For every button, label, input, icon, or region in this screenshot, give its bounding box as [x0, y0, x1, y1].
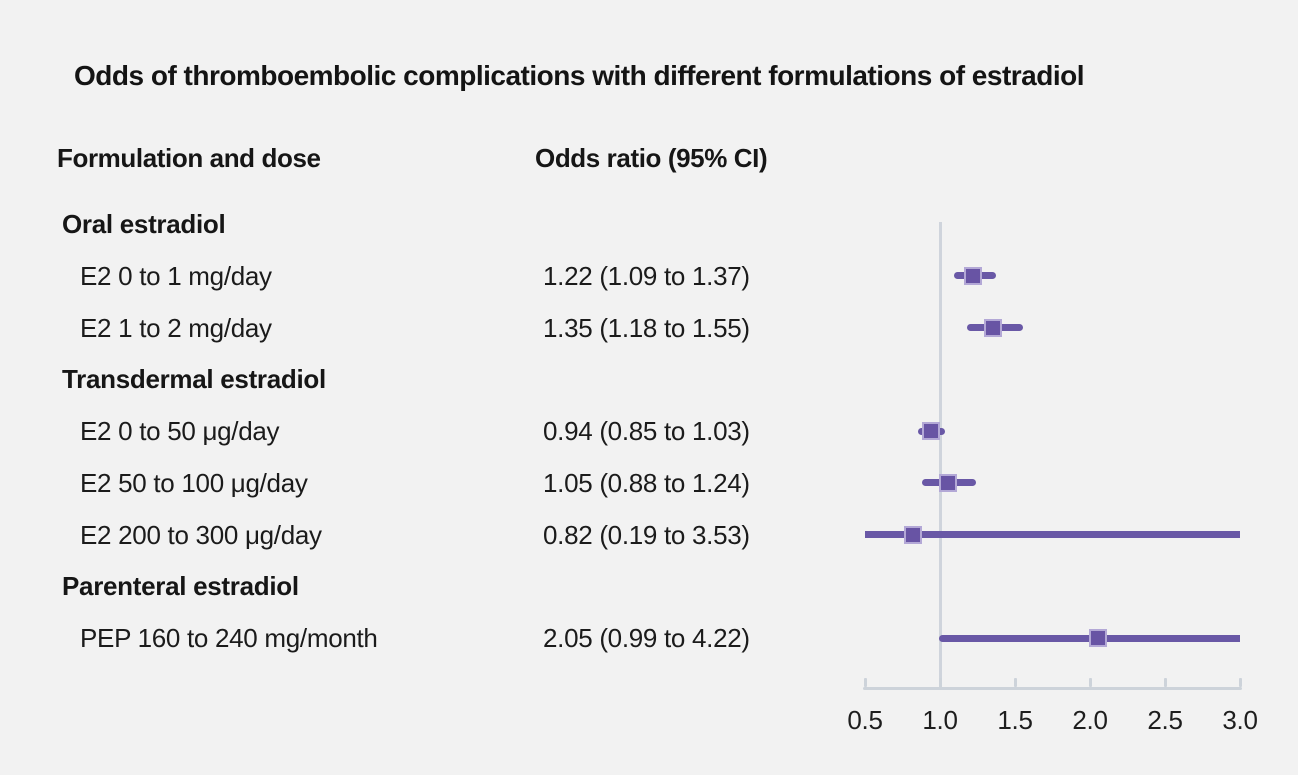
- x-axis-tick-label: 1.0: [922, 705, 958, 735]
- odds-ratio-marker: [1088, 629, 1107, 647]
- row-label-item: E2 200 to 300 μg/day: [80, 519, 322, 550]
- row-value: 0.82 (0.19 to 3.53): [543, 519, 750, 550]
- x-axis-tick: [1163, 678, 1167, 687]
- x-axis-tick: [1013, 678, 1017, 687]
- row-label-item: PEP 160 to 240 mg/month: [80, 623, 378, 653]
- odds-ratio-marker: [922, 422, 940, 440]
- row-value: 0.94 (0.85 to 1.03): [543, 416, 750, 446]
- odds-ratio-marker: [983, 318, 1002, 337]
- page-title: Odds of thromboembolic complications wit…: [74, 60, 1085, 91]
- row-value: 1.05 (0.88 to 1.24): [543, 467, 750, 498]
- row-label-item: E2 0 to 1 mg/day: [80, 260, 272, 291]
- x-axis-line: [863, 687, 1242, 690]
- odds-ratio-marker: [904, 525, 922, 544]
- column-header-odds-ratio: Odds ratio (95% CI): [535, 143, 768, 173]
- x-axis-tick: [1238, 678, 1242, 687]
- row-label-item: E2 0 to 50 μg/day: [80, 416, 280, 446]
- column-header-formulation: Formulation and dose: [57, 143, 321, 173]
- row-label-section: Parenteral estradiol: [62, 571, 299, 602]
- row-value: 1.35 (1.18 to 1.55): [543, 312, 750, 343]
- x-axis-tick-label: 1.5: [997, 705, 1033, 735]
- row-label-item: E2 1 to 2 mg/day: [80, 312, 272, 343]
- x-axis-tick: [863, 678, 867, 687]
- row-label-section: Oral estradiol: [62, 209, 226, 239]
- row-value: 1.22 (1.09 to 1.37): [543, 260, 750, 291]
- x-axis-tick-label: 2.5: [1147, 705, 1183, 735]
- row-label-item: E2 50 to 100 μg/day: [80, 467, 308, 498]
- x-axis-tick-label: 2.0: [1072, 705, 1108, 735]
- row-value: 2.05 (0.99 to 4.22): [543, 623, 750, 653]
- odds-ratio-marker: [964, 266, 982, 285]
- x-axis-tick: [938, 678, 942, 687]
- row-label-section: Transdermal estradiol: [62, 364, 326, 395]
- x-axis-tick-label: 3.0: [1222, 705, 1258, 735]
- reference-line: [938, 222, 942, 690]
- x-axis-tick: [1088, 678, 1092, 687]
- ci-bar: [865, 531, 1240, 538]
- x-axis-tick-label: 0.5: [847, 705, 883, 735]
- odds-ratio-marker: [938, 473, 957, 492]
